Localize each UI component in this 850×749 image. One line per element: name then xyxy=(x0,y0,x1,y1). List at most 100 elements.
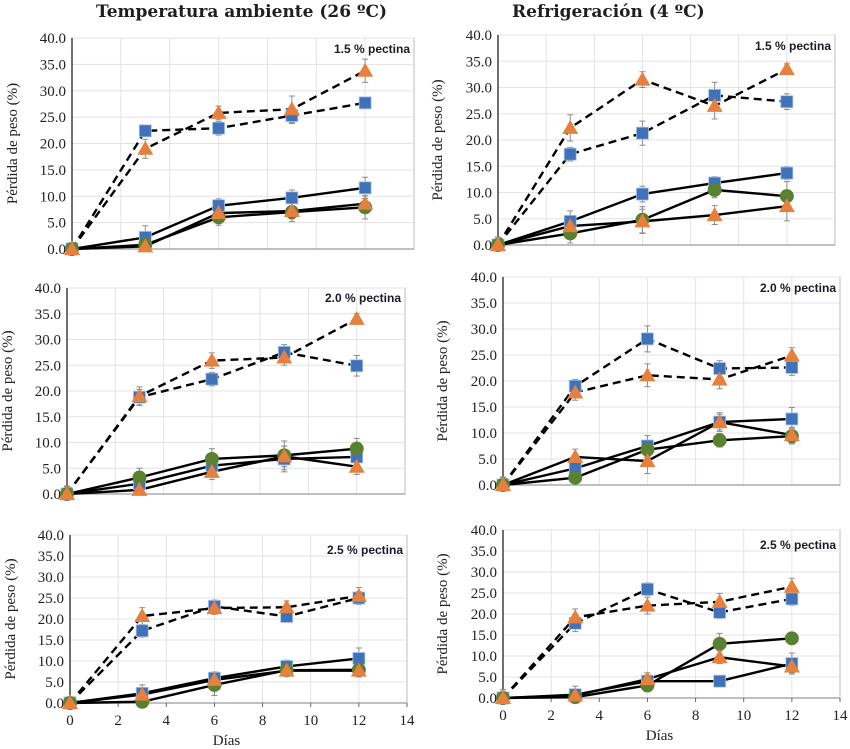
y-tick-label: 5.0 xyxy=(478,452,497,468)
data-point-orange-triangle-solid xyxy=(276,448,293,463)
data-point-orange-triangle-solid xyxy=(203,463,220,478)
y-tick-label: 30.0 xyxy=(38,570,64,586)
data-point-blue-square-dashed xyxy=(138,124,152,138)
x-tick-label: 2 xyxy=(114,713,122,729)
data-point-orange-triangle-solid xyxy=(134,686,151,701)
data-point-orange-triangle-solid xyxy=(357,195,374,210)
y-tick-label: 25.0 xyxy=(40,110,66,126)
data-point-blue-square-dashed xyxy=(636,126,649,140)
x-tick-label: 6 xyxy=(644,708,652,724)
y-tick-label: 25.0 xyxy=(35,358,61,374)
x-axis-title: Días xyxy=(213,733,241,749)
panel-refrig-2.0: 0.0 5.0 10.0 15.0 20.0 25.0 30.0 35.0 40.0 Pérdid… xyxy=(435,270,841,494)
y-axis-title: Pérdida de peso (%) xyxy=(0,330,16,451)
data-point-orange-triangle-solid xyxy=(131,481,148,496)
y-tick-label: 40.0 xyxy=(38,528,64,544)
pectin-annotation: 2.5 % pectina xyxy=(760,538,836,552)
data-point-blue-square-dashed xyxy=(205,372,219,386)
data-point-blue-square-solid xyxy=(713,674,727,688)
data-point-blue-square-solid xyxy=(358,181,372,195)
data-point-orange-triangle-solid xyxy=(783,427,800,442)
data-point-green-circle-solid xyxy=(712,433,727,448)
y-tick-label: 25.0 xyxy=(471,586,497,602)
data-point-orange-triangle-solid xyxy=(137,238,154,253)
y-tick-label: 20.0 xyxy=(35,384,61,400)
y-tick-label: 0.0 xyxy=(478,691,497,707)
y-tick-label: 0.0 xyxy=(42,487,61,503)
data-point-orange-triangle-solid xyxy=(711,649,728,664)
data-point-orange-triangle-dashed xyxy=(567,384,584,399)
data-point-green-circle-solid xyxy=(204,451,219,466)
y-tick-label: 40.0 xyxy=(40,31,66,47)
data-point-orange-triangle-solid xyxy=(634,213,651,228)
data-point-orange-triangle-dashed xyxy=(137,140,154,155)
data-point-orange-triangle-solid xyxy=(567,448,584,463)
y-tick-label: 0.0 xyxy=(45,696,64,712)
data-point-orange-triangle-dashed xyxy=(206,600,223,615)
y-tick-label: 30.0 xyxy=(40,84,66,100)
data-point-orange-triangle-dashed xyxy=(639,597,656,612)
y-tick-label: 15.0 xyxy=(35,410,61,426)
y-tick-label: 30.0 xyxy=(35,333,61,349)
data-point-blue-square-dashed xyxy=(780,95,794,109)
data-point-orange-triangle-dashed xyxy=(711,593,728,608)
data-point-green-circle-solid xyxy=(349,441,364,456)
panel-ambient-2.5: 0.0 5.0 10.0 15.0 20.0 25.0 30.0 35.0 40.0 0 2 4 6 8 1… xyxy=(3,528,415,749)
y-tick-label: 40.0 xyxy=(35,281,61,297)
y-tick-label: 20.0 xyxy=(471,374,497,390)
data-point-green-circle-solid xyxy=(784,631,799,646)
y-axis-title: Pérdida de peso (%) xyxy=(5,83,21,204)
data-point-blue-square-dashed xyxy=(135,624,149,638)
data-point-orange-triangle-solid xyxy=(206,671,223,686)
data-point-blue-square-solid xyxy=(780,166,794,180)
panel-ambient-1.5: 0.0 5.0 10.0 15.0 20.0 25.0 30.0 35.0 40.0 Pérdid… xyxy=(5,31,415,258)
data-point-orange-triangle-solid xyxy=(350,662,367,677)
y-tick-label: 0.0 xyxy=(473,238,492,254)
data-point-blue-square-dashed xyxy=(212,121,225,135)
y-tick-label: 35.0 xyxy=(40,57,66,73)
y-axis-title: Pérdida de peso (%) xyxy=(435,553,451,674)
data-point-orange-triangle-dashed xyxy=(706,97,723,112)
y-tick-label: 10.0 xyxy=(471,649,497,665)
x-tick-label: 0 xyxy=(499,708,507,724)
y-axis-title: Pérdida de peso (%) xyxy=(3,558,19,679)
y-tick-label: 20.0 xyxy=(466,133,492,149)
data-point-orange-triangle-dashed xyxy=(350,587,367,602)
data-point-orange-triangle-dashed xyxy=(203,352,220,367)
y-tick-label: 15.0 xyxy=(471,400,497,416)
y-axis-title: Pérdida de peso (%) xyxy=(435,320,451,441)
panel-ambient-2.0: 0.0 5.0 10.0 15.0 20.0 25.0 30.0 35.0 40.0 Pérdid… xyxy=(0,281,406,503)
x-tick-label: 8 xyxy=(259,713,267,729)
data-point-orange-triangle-solid xyxy=(706,207,723,222)
y-tick-label: 35.0 xyxy=(471,544,497,560)
data-point-orange-triangle-dashed xyxy=(357,62,374,77)
data-point-orange-triangle-solid xyxy=(283,203,300,218)
y-tick-label: 10.0 xyxy=(40,189,66,205)
data-point-blue-square-solid xyxy=(285,191,299,205)
y-tick-label: 25.0 xyxy=(471,348,497,364)
y-tick-label: 15.0 xyxy=(40,163,66,179)
y-tick-label: 35.0 xyxy=(38,549,64,565)
x-axis-title: Días xyxy=(646,728,674,744)
y-tick-label: 20.0 xyxy=(40,137,66,153)
y-tick-label: 10.0 xyxy=(466,186,492,202)
data-point-orange-triangle-dashed xyxy=(276,349,293,364)
series-line-orange-triangle-dashed xyxy=(502,354,793,486)
column-title-ambient: Temperatura ambiente (26 ºC) xyxy=(96,2,388,22)
data-point-orange-triangle-solid xyxy=(639,453,656,468)
y-tick-label: 10.0 xyxy=(35,436,61,452)
data-point-blue-square-solid xyxy=(636,187,649,201)
data-point-green-circle-solid xyxy=(132,470,147,485)
data-point-blue-square-solid xyxy=(785,412,799,426)
series-line-orange-triangle-dashed xyxy=(71,69,366,250)
x-tick-label: 10 xyxy=(303,713,318,729)
data-point-blue-square-dashed xyxy=(785,592,799,606)
y-tick-label: 5.0 xyxy=(478,670,497,686)
data-point-orange-triangle-solid xyxy=(495,690,511,704)
pectin-annotation: 1.5 % pectina xyxy=(755,39,831,53)
data-point-orange-triangle-solid xyxy=(567,687,584,702)
y-tick-label: 5.0 xyxy=(47,216,66,232)
x-tick-label: 14 xyxy=(833,708,849,724)
data-point-orange-triangle-solid xyxy=(562,218,579,233)
y-tick-label: 20.0 xyxy=(471,607,497,623)
